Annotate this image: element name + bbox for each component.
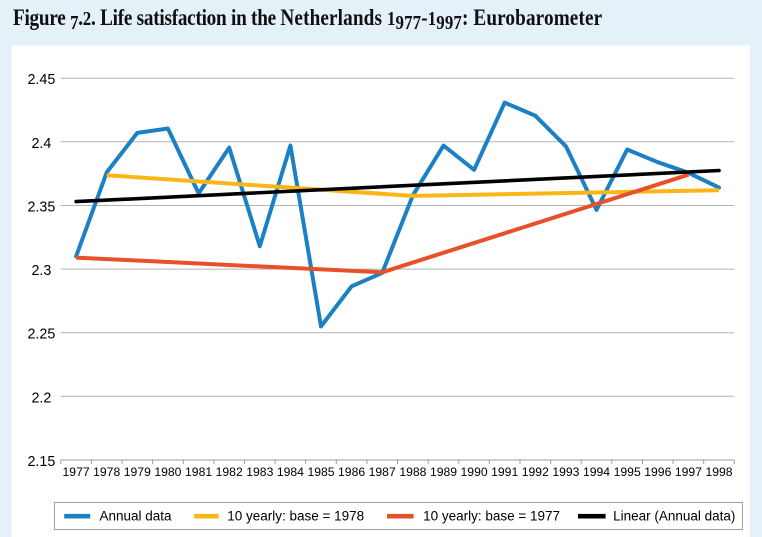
svg-text:2.45: 2.45 xyxy=(27,72,55,88)
svg-text:1995: 1995 xyxy=(614,465,641,479)
svg-text:1988: 1988 xyxy=(399,465,426,479)
svg-text:2.15: 2.15 xyxy=(27,454,55,470)
svg-text:10 yearly: base = 1977: 10 yearly: base = 1977 xyxy=(423,509,560,524)
svg-text:Linear (Annual data): Linear (Annual data) xyxy=(613,509,735,524)
svg-text:1998: 1998 xyxy=(705,465,732,479)
svg-text:10 yearly: base = 1978: 10 yearly: base = 1978 xyxy=(227,509,364,524)
svg-text:2.25: 2.25 xyxy=(27,327,55,343)
svg-text:Annual data: Annual data xyxy=(100,509,173,524)
svg-text:1990: 1990 xyxy=(461,465,488,479)
svg-text:1996: 1996 xyxy=(644,465,671,479)
svg-text:1980: 1980 xyxy=(154,465,181,479)
svg-text:1992: 1992 xyxy=(522,465,549,479)
svg-text:1977: 1977 xyxy=(63,465,90,479)
svg-text:1997: 1997 xyxy=(675,465,702,479)
svg-text:1978: 1978 xyxy=(93,465,120,479)
svg-text:2.4: 2.4 xyxy=(31,136,51,152)
svg-text:1981: 1981 xyxy=(185,465,212,479)
svg-text:1994: 1994 xyxy=(583,465,610,479)
svg-text:2.35: 2.35 xyxy=(27,200,55,216)
svg-text:1982: 1982 xyxy=(216,465,243,479)
svg-text:2.2: 2.2 xyxy=(31,390,51,406)
svg-text:1993: 1993 xyxy=(552,465,579,479)
svg-text:2.3: 2.3 xyxy=(31,263,51,279)
svg-text:1985: 1985 xyxy=(307,465,334,479)
svg-text:1979: 1979 xyxy=(124,465,151,479)
svg-text:1991: 1991 xyxy=(491,465,518,479)
svg-text:1989: 1989 xyxy=(430,465,457,479)
svg-text:1984: 1984 xyxy=(277,465,304,479)
svg-text:1987: 1987 xyxy=(369,465,396,479)
svg-text:1983: 1983 xyxy=(246,465,273,479)
svg-text:1986: 1986 xyxy=(338,465,365,479)
